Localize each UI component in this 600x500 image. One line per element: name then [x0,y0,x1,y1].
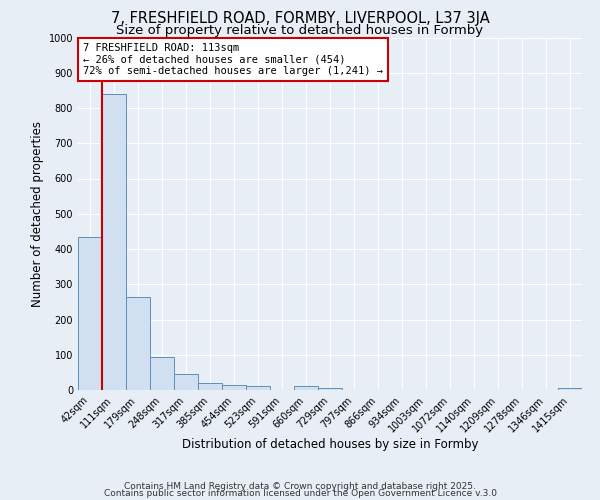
Y-axis label: Number of detached properties: Number of detached properties [31,120,44,306]
Bar [198,383,222,390]
Bar [126,296,150,390]
Bar [174,374,198,390]
Bar [558,388,582,390]
Text: Contains public sector information licensed under the Open Government Licence v.: Contains public sector information licen… [104,488,497,498]
Text: 7 FRESHFIELD ROAD: 113sqm
← 26% of detached houses are smaller (454)
72% of semi: 7 FRESHFIELD ROAD: 113sqm ← 26% of detac… [83,43,383,76]
Bar [102,94,126,390]
Bar [246,386,270,390]
X-axis label: Distribution of detached houses by size in Formby: Distribution of detached houses by size … [182,438,478,452]
Text: 7, FRESHFIELD ROAD, FORMBY, LIVERPOOL, L37 3JA: 7, FRESHFIELD ROAD, FORMBY, LIVERPOOL, L… [110,11,490,26]
Text: Contains HM Land Registry data © Crown copyright and database right 2025.: Contains HM Land Registry data © Crown c… [124,482,476,491]
Bar [294,386,318,390]
Bar [318,388,342,390]
Text: Size of property relative to detached houses in Formby: Size of property relative to detached ho… [116,24,484,37]
Bar [222,384,246,390]
Bar [78,236,102,390]
Bar [150,356,174,390]
